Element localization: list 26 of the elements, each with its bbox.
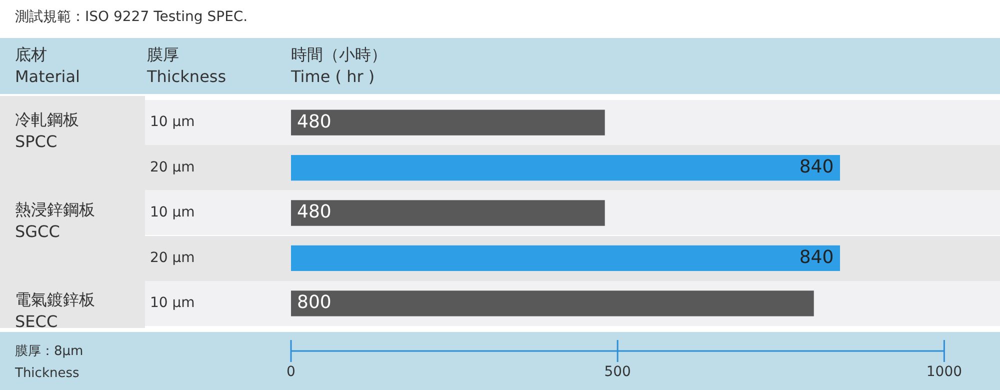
text: 時間（小時） Time ( hr ): [291, 44, 387, 88]
data-label: 840: [799, 246, 834, 268]
bar: [291, 290, 814, 316]
y-tick-label: 20 μm: [150, 159, 195, 176]
x-tick-label: 500: [604, 364, 631, 380]
x-tick-label: 1000: [926, 364, 962, 380]
text: 測試規範：ISO 9227 Testing SPEC.: [15, 8, 248, 26]
y-tick-label: 10 μm: [150, 295, 195, 312]
bar: [291, 154, 840, 181]
text: 膜厚 Thickness: [147, 44, 226, 88]
text: 冷軋鋼板 SPCC: [15, 108, 79, 153]
bar: [291, 200, 605, 226]
bar: [291, 245, 840, 272]
text: 底材 Material: [15, 44, 80, 88]
data-label: 480: [297, 111, 332, 132]
y-tick-label: 10 μm: [150, 204, 195, 221]
text: 電氣鍍鋅板 SECC: [15, 289, 95, 334]
bar: [291, 110, 605, 136]
data-label: 480: [297, 202, 332, 223]
text: 熱浸鋅鋼板 SGCC: [15, 199, 95, 243]
y-tick-label: 10 μm: [150, 114, 195, 130]
data-label: 800: [297, 292, 332, 314]
data-label: 840: [799, 156, 834, 178]
x-tick-label: 0: [286, 364, 296, 380]
text: 膜厚：8μm Thickness: [15, 343, 84, 383]
y-tick-label: 20 μm: [150, 250, 195, 266]
